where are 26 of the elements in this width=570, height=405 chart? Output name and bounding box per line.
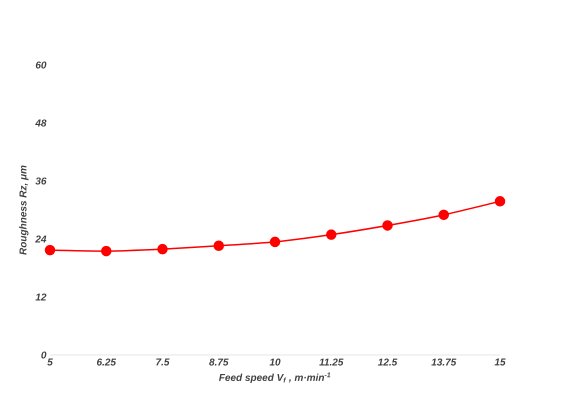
x-tick-label: 12.5 xyxy=(378,358,398,366)
point xyxy=(270,236,280,248)
point xyxy=(382,220,393,231)
y-tick-label: 24 xyxy=(35,236,46,242)
point xyxy=(44,244,56,256)
point xyxy=(101,246,112,256)
y-axis-title: Roughness Rz, μm xyxy=(19,165,28,255)
x-tick-label: 11.25 xyxy=(319,358,344,366)
y-tick-label: 48 xyxy=(35,119,46,127)
x-tick-label: 15 xyxy=(494,358,506,366)
point xyxy=(438,210,450,220)
x-tick-label: 7.5 xyxy=(156,358,170,366)
y-tick-label: 36 xyxy=(35,177,47,185)
x-tick-label: 6.25 xyxy=(96,358,116,366)
point xyxy=(214,240,224,252)
y-tick-label: 0 xyxy=(41,351,46,359)
x-tick-label: 8.75 xyxy=(209,358,229,366)
point xyxy=(326,229,337,240)
x-tick-label: 13.75 xyxy=(431,358,456,366)
y-tick-label: 12 xyxy=(36,294,46,300)
x-axis-title: Feed speed V$_{f}$ , m·min$^{-1}$ xyxy=(218,372,330,383)
x-tick-label: 5 xyxy=(47,358,53,366)
y-tick-label: 60 xyxy=(36,61,46,69)
point xyxy=(494,196,506,207)
point xyxy=(157,244,168,254)
x-tick-label: 10 xyxy=(270,358,280,366)
